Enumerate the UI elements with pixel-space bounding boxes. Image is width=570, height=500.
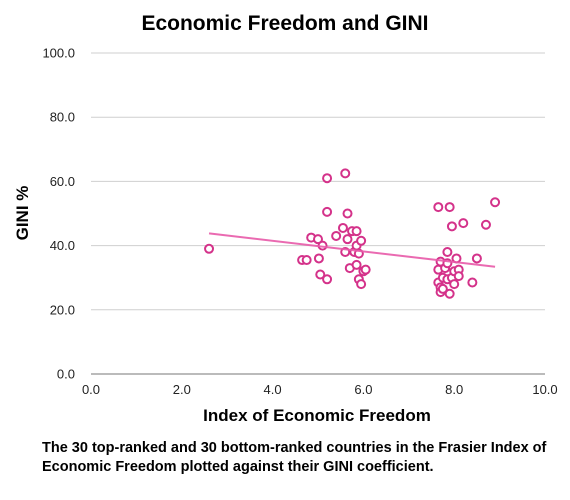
y-tick-label: 100.0	[42, 46, 75, 61]
x-tick-label: 6.0	[354, 382, 372, 397]
data-point	[340, 168, 351, 179]
data-point	[449, 279, 460, 290]
data-point	[356, 235, 367, 246]
data-point	[322, 173, 333, 184]
x-tick-label: 8.0	[445, 382, 463, 397]
y-tick-label: 0.0	[57, 367, 75, 382]
data-point	[444, 288, 455, 299]
data-point	[453, 271, 464, 282]
data-point	[458, 218, 469, 229]
data-point	[437, 283, 448, 294]
data-point	[313, 253, 324, 264]
data-point	[337, 222, 348, 233]
data-point	[442, 247, 453, 258]
data-point	[301, 255, 312, 266]
trendline-layer	[208, 232, 496, 268]
data-point	[433, 202, 444, 213]
data-point	[490, 197, 501, 208]
chart-title: Economic Freedom and GINI	[141, 12, 429, 35]
y-tick-label: 20.0	[50, 302, 75, 317]
data-point	[467, 277, 478, 288]
scatter-plot: 0.0 20.0 40.0 60.0 80.0 100.0 0.0 2.0 4.0 6.0 8.0…	[13, 46, 558, 426]
data-point	[471, 253, 482, 264]
x-tick-label: 4.0	[264, 382, 282, 397]
y-tick-label: 80.0	[50, 110, 75, 125]
x-tick-label: 2.0	[173, 382, 191, 397]
x-axis-title: Index of Economic Freedom	[203, 406, 431, 425]
y-axis-title: GINI %	[13, 186, 32, 241]
data-point	[342, 208, 353, 219]
data-point	[322, 274, 333, 285]
data-point	[351, 226, 362, 237]
x-axis-ticks: 0.0 2.0 4.0 6.0 8.0 10.0	[82, 382, 558, 397]
x-tick-label: 10.0	[532, 382, 557, 397]
y-axis-ticks: 0.0 20.0 40.0 60.0 80.0 100.0	[42, 46, 75, 382]
data-point	[356, 279, 367, 290]
data-point	[351, 259, 362, 270]
y-tick-label: 60.0	[50, 174, 75, 189]
x-tick-label: 0.0	[82, 382, 100, 397]
data-point	[444, 202, 455, 213]
trendline	[208, 232, 496, 268]
data-point	[313, 234, 323, 245]
data-point	[315, 269, 326, 280]
data-point	[342, 234, 353, 245]
y-tick-label: 40.0	[50, 238, 75, 253]
data-point	[360, 264, 371, 275]
data-point	[322, 206, 333, 217]
data-point	[204, 243, 215, 254]
data-point	[446, 221, 457, 232]
data-points	[204, 168, 501, 299]
data-point	[480, 219, 491, 230]
data-point	[331, 230, 342, 241]
grid-lines	[91, 52, 545, 375]
chart-caption: The 30 top-ranked and 30 bottom-ranked c…	[42, 440, 547, 475]
